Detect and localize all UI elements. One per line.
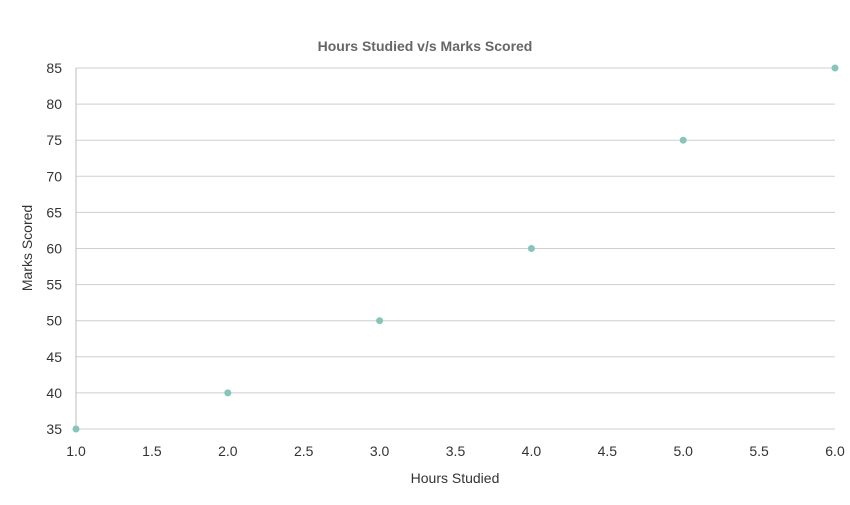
y-tick-label: 45 bbox=[46, 349, 62, 365]
x-tick-label: 2.5 bbox=[294, 443, 314, 459]
x-tick-label: 1.5 bbox=[142, 443, 162, 459]
x-tick-label: 3.5 bbox=[446, 443, 466, 459]
data-point[interactable] bbox=[224, 389, 232, 397]
x-tick-label: 2.0 bbox=[218, 443, 238, 459]
y-tick-label: 55 bbox=[46, 277, 62, 293]
x-tick-label: 3.0 bbox=[370, 443, 390, 459]
x-tick-label: 1.0 bbox=[66, 443, 86, 459]
data-point[interactable] bbox=[72, 425, 80, 433]
y-tick-label: 35 bbox=[46, 421, 62, 437]
data-point[interactable] bbox=[831, 64, 839, 72]
data-point[interactable] bbox=[527, 245, 535, 252]
x-tick-label: 4.5 bbox=[598, 443, 618, 459]
x-axis-label: Hours Studied bbox=[411, 470, 500, 486]
y-tick-label: 85 bbox=[46, 60, 62, 76]
x-tick-label: 5.0 bbox=[673, 443, 693, 459]
y-tick-label: 70 bbox=[46, 168, 62, 184]
y-tick-label: 60 bbox=[46, 241, 62, 257]
data-point[interactable] bbox=[679, 136, 687, 144]
data-point[interactable] bbox=[376, 317, 384, 325]
y-axis-label: Marks Scored bbox=[19, 205, 35, 291]
y-tick-label: 40 bbox=[46, 385, 62, 401]
y-tick-label: 80 bbox=[46, 96, 62, 112]
x-tick-label: 6.0 bbox=[825, 443, 845, 459]
x-tick-label: 5.5 bbox=[749, 443, 769, 459]
data-points bbox=[72, 64, 839, 433]
chart-title: Hours Studied v/s Marks Scored bbox=[318, 38, 533, 54]
x-tick-label: 4.0 bbox=[522, 443, 542, 459]
y-tick-label: 50 bbox=[46, 313, 62, 329]
y-tick-label: 65 bbox=[46, 204, 62, 220]
tick-labels: 35 40 45 50 55 60 65 70 75 80 85 1.0 1.5 2.0 2.5 3.0 3.5… bbox=[46, 60, 845, 459]
y-tick-label: 75 bbox=[46, 132, 62, 148]
gridlines bbox=[76, 67, 835, 430]
